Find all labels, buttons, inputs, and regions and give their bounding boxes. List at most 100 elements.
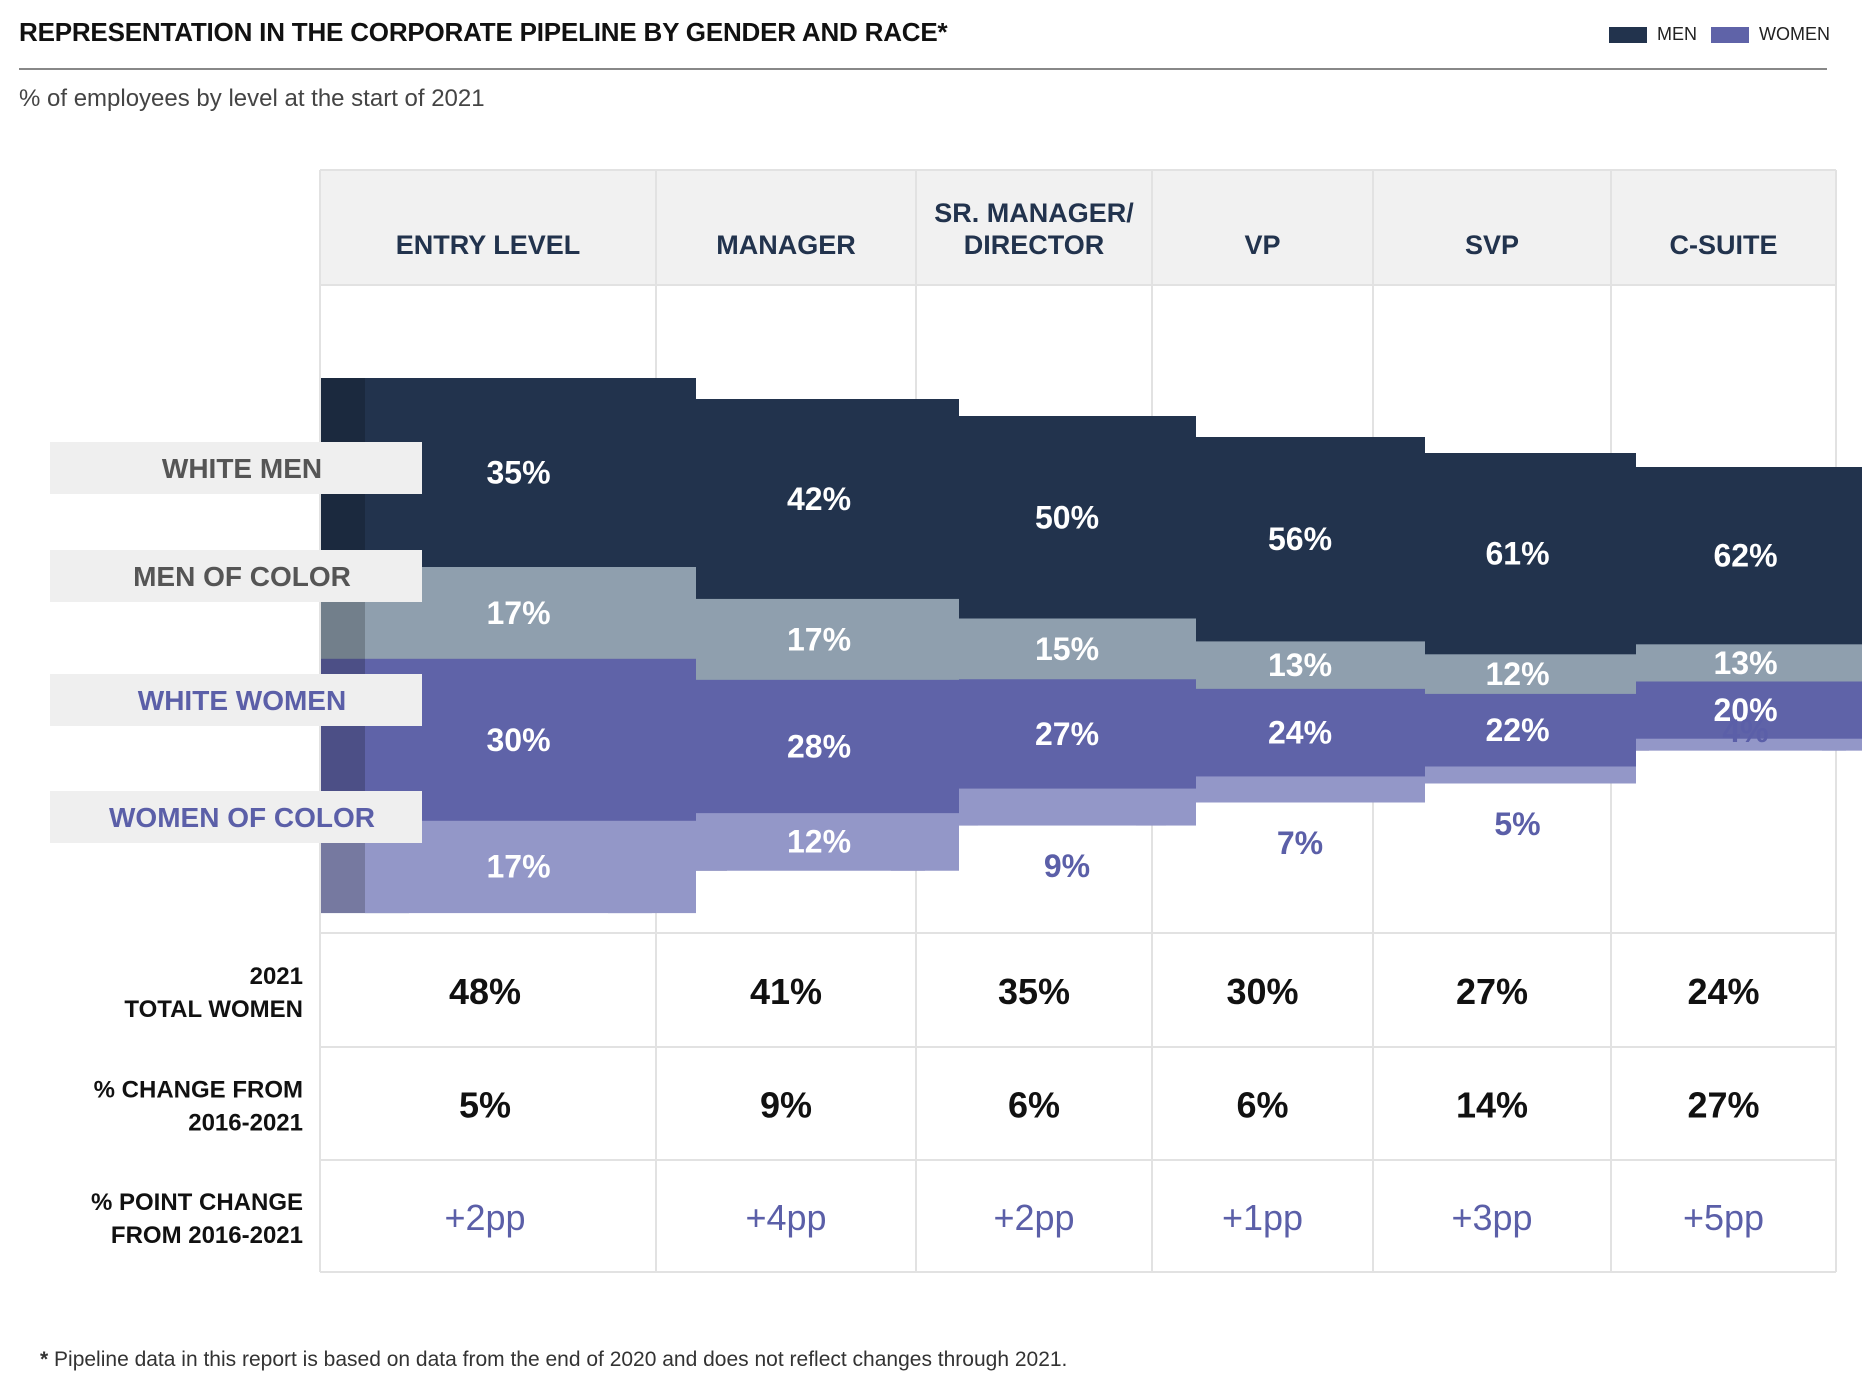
white-men-segment-end <box>891 399 959 600</box>
white-women-segment-end <box>1136 679 1196 790</box>
table-cell-value: +5pp <box>1683 1197 1764 1238</box>
category-label: SR. MANAGER/ <box>934 198 1134 228</box>
category-label: C-SUITE <box>1670 230 1778 260</box>
white-women-segment-end <box>891 679 959 814</box>
value-label: 28% <box>787 728 851 764</box>
table-cell-value: 27% <box>1456 971 1528 1012</box>
men-of-color-segment <box>948 618 1166 680</box>
men-of-color-segment-end <box>891 598 959 681</box>
value-label: 62% <box>1713 538 1777 574</box>
category-label: ENTRY LEVEL <box>396 230 581 260</box>
value-label: 17% <box>787 621 851 657</box>
table-cell-value: +1pp <box>1222 1197 1303 1238</box>
white-men-segment <box>1625 467 1846 645</box>
value-label: 30% <box>486 722 550 758</box>
table-cell-value: 5% <box>459 1085 511 1126</box>
table-cell-value: 6% <box>1008 1085 1060 1126</box>
value-label: 22% <box>1485 712 1549 748</box>
table-cell-value: +2pp <box>444 1197 525 1238</box>
value-label: 15% <box>1035 631 1099 667</box>
white-women-segment-end <box>1369 688 1425 777</box>
legend-label-women: WOMEN <box>1759 24 1830 44</box>
legend-swatch-women <box>1711 26 1749 43</box>
table-cell-value: 24% <box>1687 971 1759 1012</box>
table-cell-value: +2pp <box>993 1197 1074 1238</box>
men-of-color-segment <box>1625 644 1846 682</box>
legend-item-women: WOMEN <box>1711 24 1830 45</box>
men-of-color-segment <box>693 598 925 681</box>
category-label: MANAGER <box>716 230 856 260</box>
category-label: VP <box>1244 230 1280 260</box>
footnote: * Pipeline data in this report is based … <box>40 1348 1067 1372</box>
value-label: 50% <box>1035 499 1099 535</box>
table-row-label: 2021 <box>250 963 303 990</box>
men-of-color-segment-end <box>1369 641 1425 690</box>
table-cell-value: 48% <box>449 971 521 1012</box>
chart-title: REPRESENTATION IN THE CORPORATE PIPELINE… <box>19 17 948 47</box>
table-cell-value: 35% <box>998 971 1070 1012</box>
men-of-color-segment <box>1405 654 1610 695</box>
footnote-star: * <box>40 1348 49 1371</box>
table-row-label: 2016-2021 <box>188 1110 303 1137</box>
legend: MEN WOMEN <box>1609 24 1830 45</box>
white-women-segment <box>693 679 925 814</box>
table-cell-value: 27% <box>1687 1085 1759 1126</box>
header-cell <box>1152 170 1373 285</box>
white-women-segment <box>1625 681 1846 740</box>
header-cell <box>1611 170 1836 285</box>
header-cell <box>916 170 1152 285</box>
series-tab <box>50 442 422 494</box>
pipeline-cylinder: 62% 13% 20%4% <box>1601 467 1862 751</box>
category-label: SVP <box>1465 230 1519 260</box>
footnote-text: Pipeline data in this report is based on… <box>48 1348 1068 1371</box>
white-men-segment-end <box>1369 437 1425 642</box>
women-of-color-segment <box>948 788 1166 826</box>
white-women-segment <box>1183 688 1397 777</box>
value-label: 12% <box>1485 656 1549 692</box>
value-label: 9% <box>1044 848 1090 884</box>
value-label: 27% <box>1035 716 1099 752</box>
value-label: 12% <box>787 824 851 860</box>
pipeline-cylinder: 35% 17% 30% 17% <box>321 378 696 914</box>
table-cell-value: 41% <box>750 971 822 1012</box>
white-men-segment <box>693 399 925 600</box>
value-label: 5% <box>1494 806 1540 842</box>
table-cell-value: 6% <box>1236 1085 1288 1126</box>
value-label: 24% <box>1268 715 1332 751</box>
women-of-color-segment-end <box>1369 776 1425 803</box>
series-label: WOMEN OF COLOR <box>109 802 375 833</box>
women-of-color-segment-end <box>891 813 959 871</box>
value-label: 7% <box>1277 825 1323 861</box>
legend-item-men: MEN <box>1609 24 1697 45</box>
white-men-segment-end <box>608 378 696 568</box>
series-tab <box>50 791 422 843</box>
women-of-color-segment-end <box>1822 738 1862 751</box>
header-cell <box>320 170 656 285</box>
women-of-color-segment-end <box>1584 766 1636 784</box>
title-rule <box>19 68 1827 70</box>
table-row-label: FROM 2016-2021 <box>111 1222 303 1249</box>
white-men-segment <box>1405 453 1610 655</box>
men-of-color-segment-end <box>1584 654 1636 695</box>
white-women-segment-end <box>1584 693 1636 767</box>
header-cell <box>656 170 916 285</box>
table-cell-value: +4pp <box>745 1197 826 1238</box>
series-label: MEN OF COLOR <box>133 561 351 592</box>
category-label: DIRECTOR <box>964 230 1105 260</box>
value-label: 4% <box>1722 713 1768 749</box>
series-label: WHITE MEN <box>162 453 322 484</box>
table-row-label: % CHANGE FROM <box>94 1077 303 1104</box>
value-label: 17% <box>486 595 550 631</box>
women-of-color-segment <box>693 813 925 871</box>
women-of-color-segment <box>1625 738 1846 751</box>
white-men-segment-end <box>1822 467 1862 645</box>
men-of-color-segment-end <box>1822 644 1862 682</box>
pipeline-cylinder: 50% 15% 27% 9% <box>918 416 1196 884</box>
pipeline-cylinder: 42% 17% 28% 12% <box>659 399 959 871</box>
table-row-label: % POINT CHANGE <box>91 1189 303 1216</box>
women-of-color-segment <box>1405 766 1610 784</box>
chart-subtitle: % of employees by level at the start of … <box>19 85 485 112</box>
men-of-color-segment-end <box>608 567 696 660</box>
table-cell-value: +3pp <box>1451 1197 1532 1238</box>
table-cell-value: 14% <box>1456 1085 1528 1126</box>
